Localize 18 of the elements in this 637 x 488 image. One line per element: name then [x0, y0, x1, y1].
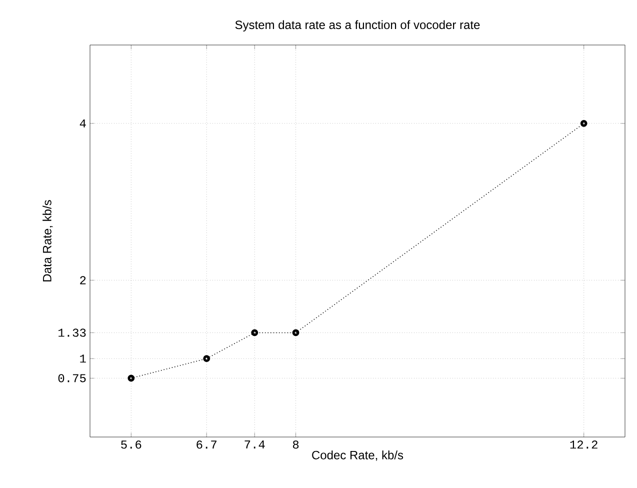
y-tick-label: 4 — [80, 119, 86, 128]
point — [580, 120, 588, 127]
y-tick-label: 0.75 — [58, 374, 86, 382]
y-tick-label: 2 — [80, 276, 86, 284]
chart-title: System data rate as a function of vocoder rate — [235, 20, 480, 32]
point — [292, 329, 300, 336]
x-tick-label: 12.2 — [570, 440, 598, 449]
x-tick-label: 5.6 — [121, 440, 142, 449]
point — [251, 329, 258, 336]
point — [203, 355, 210, 362]
y-axis-title: Data Rate, kb/s — [42, 200, 53, 282]
x-tick-label: 7.4 — [244, 440, 265, 448]
x-axis-title: Codec Rate, kb/s — [312, 450, 404, 461]
y-tick-label: 1.33 — [58, 328, 86, 337]
y-tick-label: 1 — [80, 354, 86, 363]
x-tick-label: 6.7 — [196, 440, 216, 449]
point — [128, 374, 135, 382]
x-tick-label: 8 — [292, 440, 299, 449]
